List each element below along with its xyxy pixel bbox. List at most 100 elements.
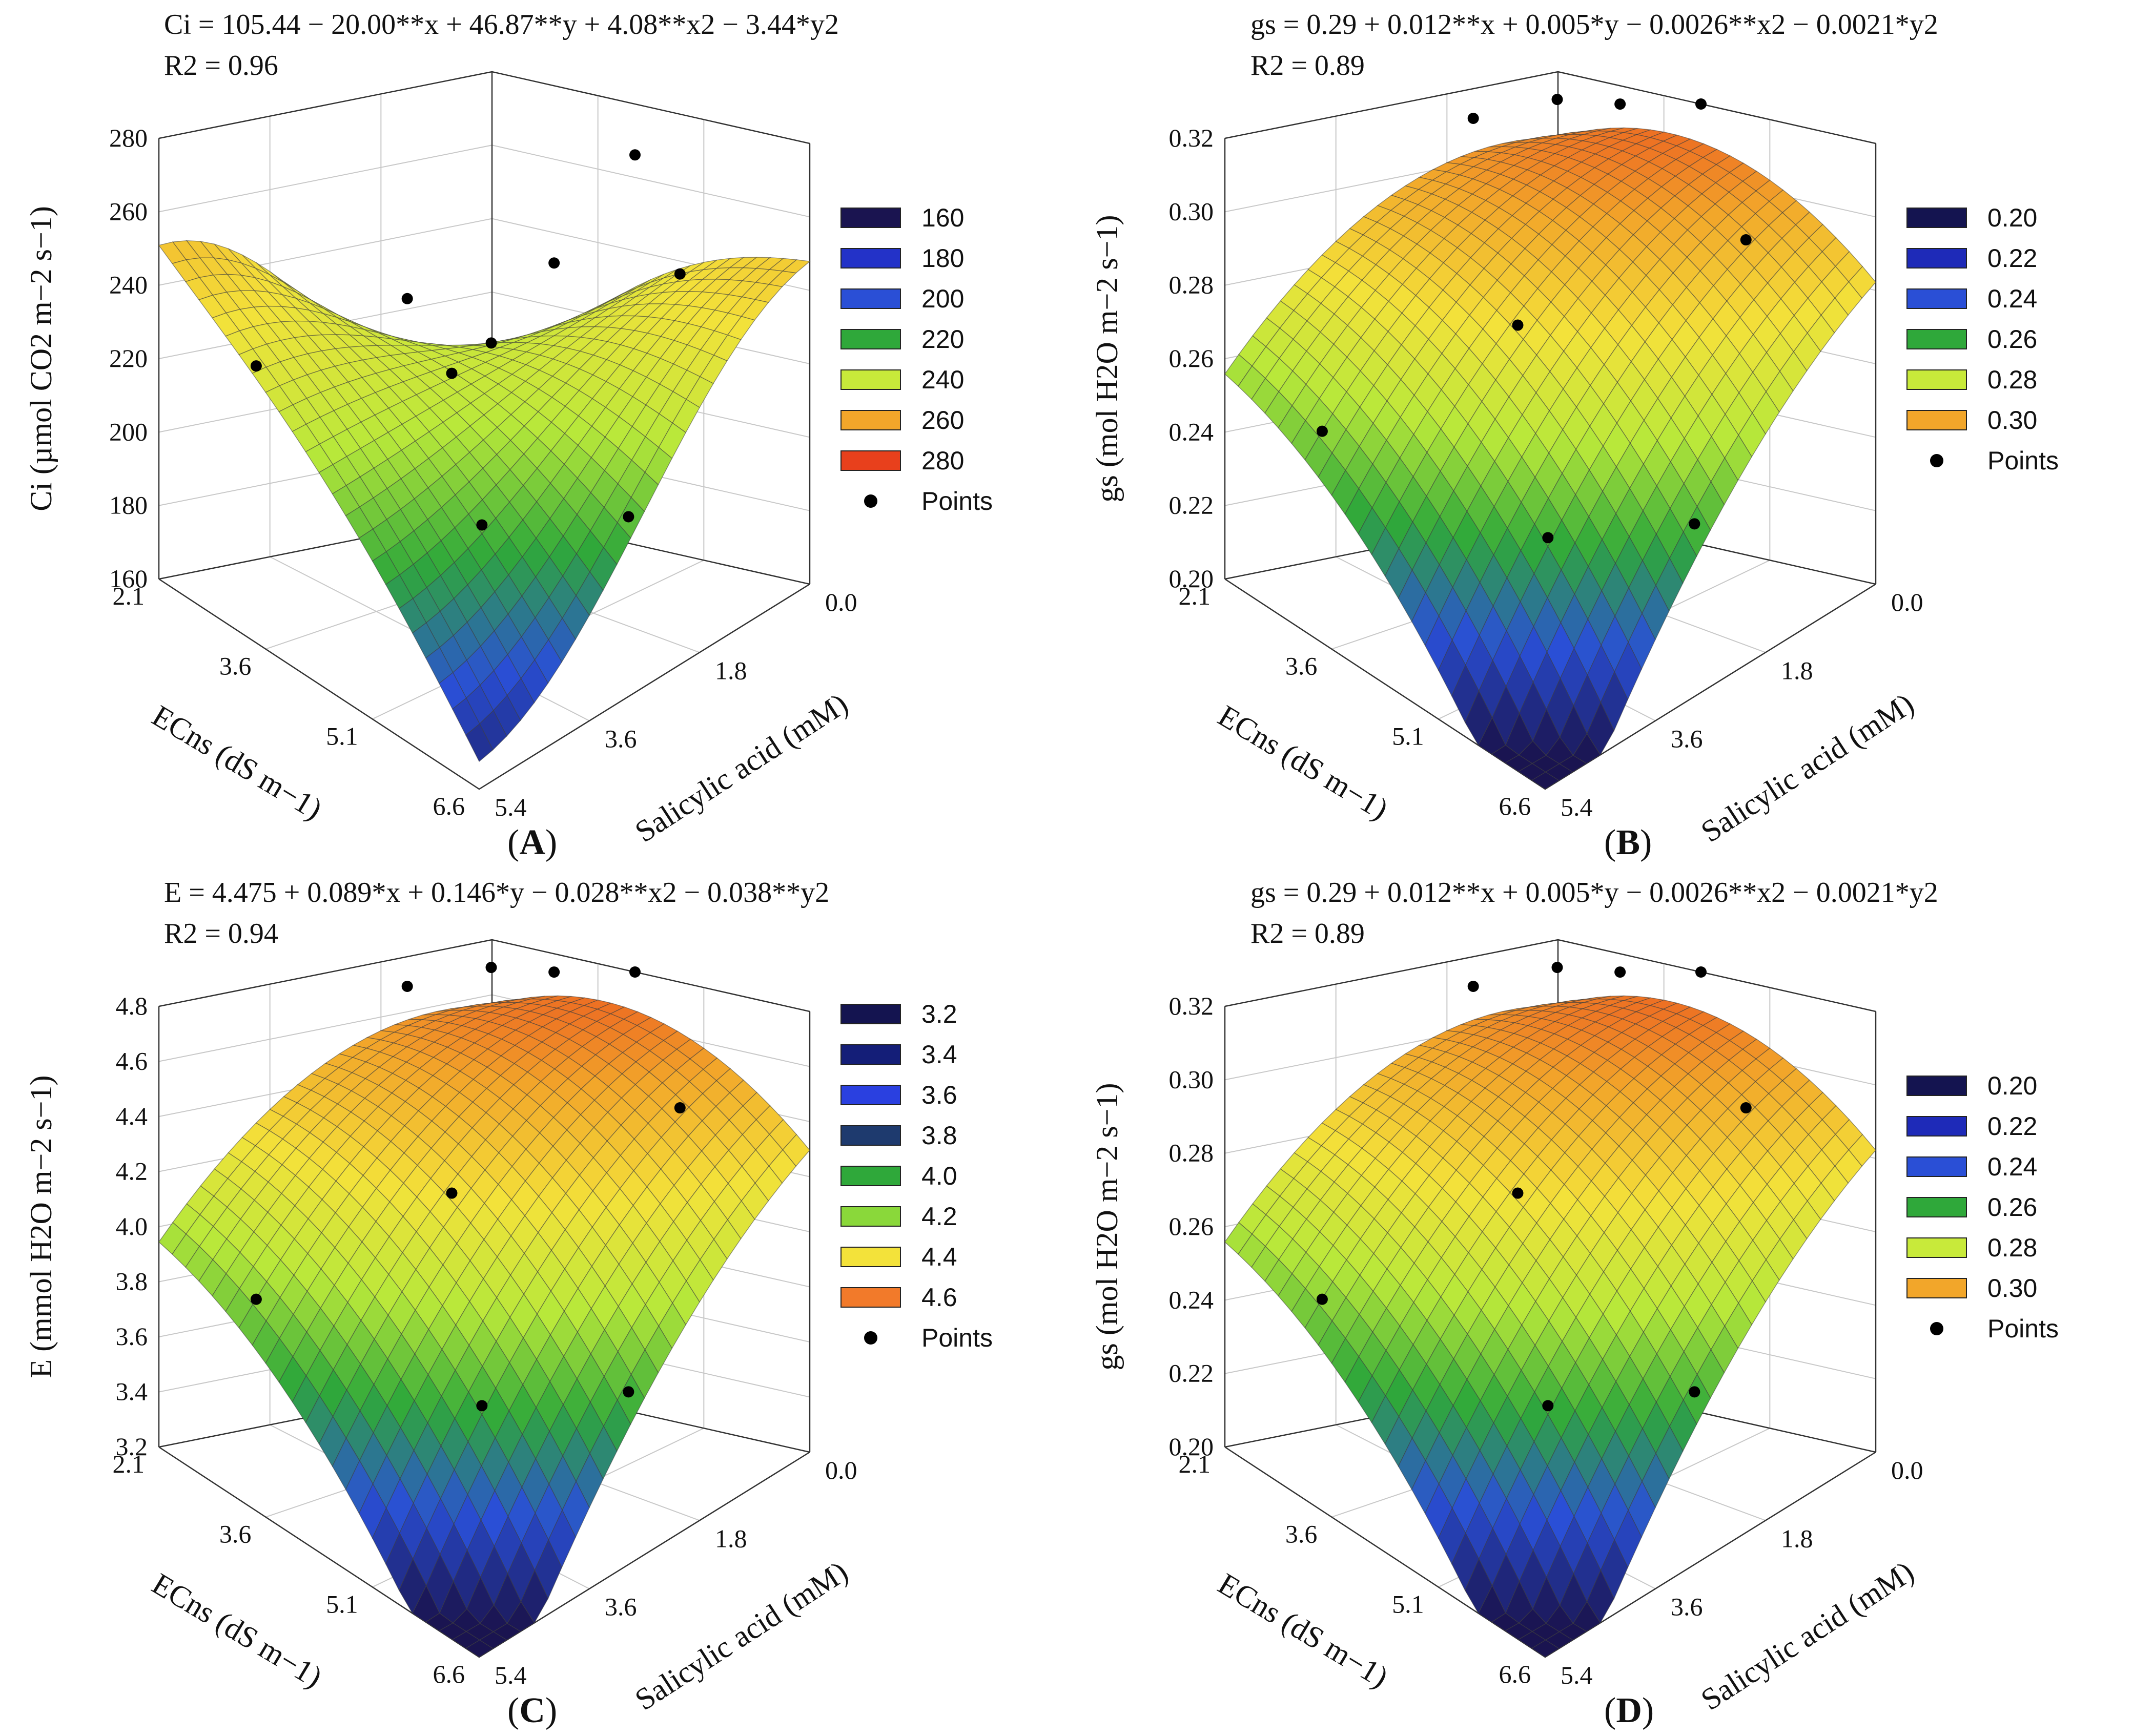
x-tick-label: 2.1 [113, 582, 145, 610]
data-point [1689, 1386, 1700, 1398]
surface-cell [1531, 771, 1560, 790]
legend-label: 3.4 [921, 1040, 957, 1069]
x-tick-label: 3.6 [219, 1520, 252, 1548]
y-tick-label: 3.6 [1671, 1593, 1703, 1621]
data-point [485, 337, 497, 349]
z-tick-label: 200 [109, 417, 148, 446]
y-axis-title: Salicylic acid (mM) [1695, 687, 1919, 849]
legend-item: 0.22 [1906, 1106, 2059, 1146]
chart-panel-a: Ci = 105.44 − 20.00**x + 46.87**y + 4.08… [0, 0, 1066, 868]
data-point [1614, 966, 1626, 978]
legend-swatch [840, 369, 901, 390]
data-point [1695, 98, 1707, 110]
x-axis-ticks: 2.1 3.6 5.1 6.6 [113, 582, 465, 820]
observed-points [250, 962, 686, 1412]
x-axis-title: ECns (dS m−1) [147, 1566, 328, 1694]
surface-plot: 160 180 200 220 240 260 280 2.1 3.6 5.1 6.6 0.0 1.8 3… [24, 71, 857, 849]
x-tick-label: 6.6 [433, 792, 465, 820]
y-axis-title: Salicylic acid (mM) [1695, 1555, 1919, 1717]
z-tick-label: 0.24 [1169, 417, 1214, 446]
legend-item: 3.8 [840, 1115, 993, 1155]
regression-equation: Ci = 105.44 − 20.00**x + 46.87**y + 4.08… [164, 9, 839, 40]
data-point [1740, 1102, 1752, 1114]
legend-label: 0.30 [1987, 1273, 2038, 1303]
legend-label: Points [1987, 1314, 2059, 1343]
z-tick-label: 3.8 [116, 1267, 148, 1296]
legend-label: 0.20 [1987, 1071, 2038, 1100]
data-point [674, 1102, 686, 1114]
x-tick-label: 6.6 [1499, 1660, 1531, 1688]
y-tick-label: 1.8 [715, 1524, 747, 1553]
legend-swatch [1906, 1196, 1967, 1217]
z-axis-title: Ci (µmol CO2 m−2 s−1) [24, 206, 58, 511]
y-tick-label: 3.6 [605, 725, 637, 753]
data-point [674, 268, 686, 280]
x-tick-label: 6.6 [433, 1660, 465, 1688]
x-tick-label: 5.1 [326, 1589, 358, 1618]
legend-item-points: Points [1906, 1308, 2059, 1349]
response-surface [1224, 995, 1876, 1658]
data-point [1316, 425, 1328, 437]
z-tick-label: 0.26 [1169, 344, 1214, 373]
legend-item: 0.24 [1906, 1146, 2059, 1187]
data-point [401, 980, 413, 992]
legend-label: 4.0 [921, 1161, 957, 1190]
legend-label: 3.6 [921, 1080, 957, 1109]
legend-swatch [1906, 328, 1967, 349]
legend-label: 4.4 [921, 1242, 957, 1271]
y-axis-ticks: 0.0 1.8 3.6 5.4 [1561, 1456, 1923, 1689]
points-marker-icon [864, 494, 877, 508]
chart-panel-c: E = 4.475 + 0.089*x + 0.146*y − 0.028**x… [0, 868, 1066, 1736]
legend-swatch [1906, 1075, 1967, 1096]
z-axis-title: gs (mol H2O m−2 s−1) [1090, 215, 1124, 502]
legend-swatch [840, 409, 901, 430]
legend-item-points: Points [840, 481, 993, 521]
z-tick-label: 4.2 [116, 1157, 148, 1186]
data-point [623, 511, 634, 523]
legend-swatch [840, 1084, 901, 1105]
data-point [1512, 319, 1524, 331]
z-tick-label: 0.32 [1169, 123, 1214, 152]
z-tick-label: 0.22 [1169, 491, 1214, 520]
data-point [1467, 980, 1479, 992]
legend-item: 0.20 [1906, 1065, 2059, 1106]
data-point [446, 1187, 458, 1199]
z-tick-label: 3.4 [116, 1377, 148, 1406]
z-tick-label: 180 [109, 491, 148, 520]
observed-points [1316, 962, 1752, 1412]
legend-item: 0.26 [1906, 1187, 2059, 1227]
surface-plot: 0.20 0.22 0.24 0.26 0.28 0.30 0.32 2.1 3.6 5.1 6.6… [1090, 939, 1923, 1717]
legend-swatch [840, 288, 901, 309]
legend-label: 4.2 [921, 1202, 957, 1231]
y-tick-label: 1.8 [1781, 1524, 1813, 1553]
data-point [1512, 1187, 1524, 1199]
panel-label: (A) [507, 823, 558, 862]
z-axis-ticks: 160 180 200 220 240 260 280 [109, 123, 148, 593]
z-tick-label: 4.8 [116, 991, 148, 1020]
x-tick-label: 3.6 [1285, 652, 1318, 680]
y-tick-label: 3.6 [605, 1593, 637, 1621]
y-axis-ticks: 0.0 1.8 3.6 5.4 [495, 588, 857, 821]
data-point [250, 360, 262, 372]
legend-label: 200 [921, 284, 965, 313]
legend-label: 160 [921, 203, 965, 232]
points-marker-icon [1930, 1321, 1943, 1335]
data-point [1467, 112, 1479, 124]
data-point [476, 1400, 488, 1412]
legend-item: 4.0 [840, 1155, 993, 1196]
legend-label: 280 [921, 446, 965, 475]
legend-swatch [840, 328, 901, 349]
r-squared: R2 = 0.96 [164, 50, 278, 81]
legend-item: 3.6 [840, 1074, 993, 1115]
z-tick-label: 0.28 [1169, 1139, 1214, 1167]
data-point [623, 1386, 634, 1398]
data-point [446, 367, 458, 379]
legend-item: 0.28 [1906, 1227, 2059, 1268]
surface-plot: 0.20 0.22 0.24 0.26 0.28 0.30 0.32 2.1 3.6 5.1 6.6… [1090, 71, 1923, 849]
legend-item: 3.4 [840, 1034, 993, 1074]
data-point [1689, 518, 1700, 530]
z-tick-label: 0.20 [1169, 1432, 1214, 1461]
data-point [476, 519, 488, 531]
legend-item: 0.22 [1906, 238, 2059, 278]
x-axis-title: ECns (dS m−1) [147, 698, 328, 826]
